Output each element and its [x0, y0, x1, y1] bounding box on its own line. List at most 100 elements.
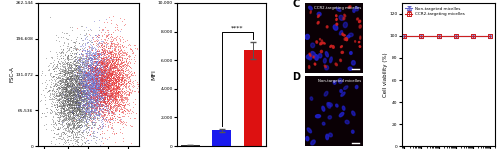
Point [54, 99, 62, 101]
Point [74, 113, 82, 116]
Point [68, 117, 76, 120]
Point [92, 82, 100, 84]
Point [63, 81, 71, 84]
Point [86, 89, 94, 91]
Point [106, 57, 114, 60]
Point [66, 75, 74, 77]
Point [98, 78, 106, 81]
Point [82, 103, 90, 105]
Point [69, 102, 77, 105]
Point [60, 87, 68, 90]
Point [75, 128, 83, 130]
Point [92, 98, 100, 100]
Point [70, 78, 78, 80]
Point [110, 59, 118, 62]
Point [91, 93, 99, 96]
Point [104, 59, 112, 61]
Point [72, 75, 80, 77]
Point [102, 50, 110, 53]
Point [116, 56, 124, 59]
Point [92, 82, 100, 85]
Point [124, 90, 132, 92]
Point [95, 73, 103, 75]
Point [88, 101, 96, 104]
Point [89, 88, 97, 90]
Point [98, 43, 106, 45]
Point [92, 96, 100, 98]
Point [68, 112, 76, 115]
Point [80, 86, 88, 88]
Point [114, 75, 122, 77]
Point [59, 86, 67, 88]
Point [66, 145, 74, 147]
Point [64, 102, 72, 105]
Point [90, 110, 98, 113]
Point [94, 63, 102, 66]
Point [102, 81, 110, 84]
Point [114, 120, 122, 123]
Point [68, 79, 76, 81]
Point [100, 21, 108, 23]
Point [85, 88, 93, 90]
Point [94, 90, 102, 92]
Point [73, 74, 81, 77]
Point [71, 110, 79, 112]
Point [114, 92, 122, 94]
Point [95, 92, 103, 94]
Point [118, 75, 126, 77]
Point [74, 58, 82, 60]
Point [122, 52, 130, 55]
Point [100, 74, 108, 76]
Point [76, 56, 84, 58]
Point [103, 94, 111, 96]
Point [76, 116, 84, 118]
Point [68, 74, 76, 77]
Point [90, 81, 98, 84]
Point [96, 84, 104, 86]
Point [61, 72, 69, 74]
Point [99, 93, 107, 96]
Point [110, 112, 118, 115]
Point [75, 110, 83, 112]
Point [92, 81, 100, 83]
Point [98, 88, 106, 90]
Point [111, 98, 119, 100]
Point [87, 82, 95, 84]
Point [80, 122, 88, 124]
Point [72, 65, 80, 67]
Point [102, 119, 110, 122]
Point [66, 90, 74, 92]
Point [97, 81, 105, 84]
Point [82, 128, 90, 131]
Point [76, 70, 84, 72]
Point [107, 90, 115, 92]
Point [108, 64, 116, 66]
Point [92, 121, 100, 123]
Point [99, 124, 107, 127]
Point [66, 128, 74, 130]
Point [97, 90, 105, 92]
Point [93, 96, 101, 98]
Point [76, 101, 84, 103]
Point [122, 60, 130, 62]
Point [56, 83, 64, 85]
Point [105, 76, 113, 79]
Point [73, 106, 81, 109]
Point [77, 70, 85, 73]
Point [81, 113, 89, 115]
Point [64, 115, 72, 117]
Point [110, 110, 118, 112]
Point [76, 114, 84, 117]
Point [96, 85, 104, 87]
Point [109, 77, 117, 79]
Point [88, 55, 96, 57]
Point [116, 68, 124, 70]
Point [70, 141, 78, 144]
Point [108, 101, 116, 103]
Point [86, 64, 94, 67]
Point [81, 70, 89, 72]
Point [70, 145, 78, 147]
Point [73, 62, 81, 64]
Point [84, 76, 92, 78]
Point [88, 78, 96, 80]
